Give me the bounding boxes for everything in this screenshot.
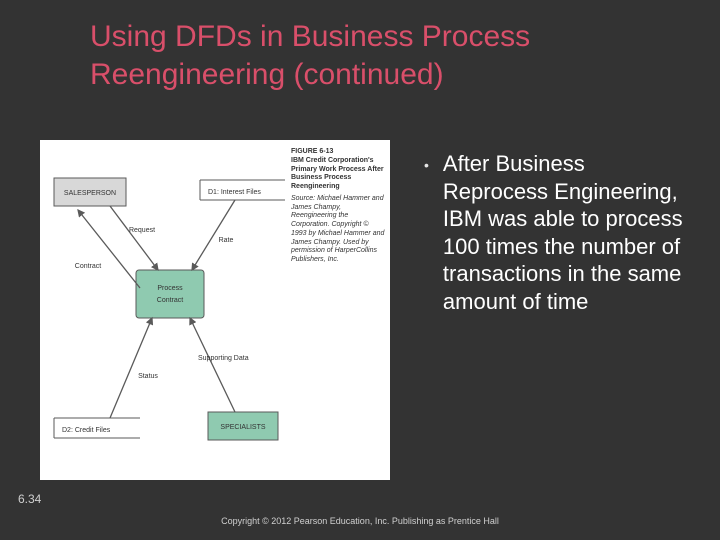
slide-title: Using DFDs in Business Process Reenginee… — [90, 18, 680, 93]
figure-title: IBM Credit Corporation's Primary Work Pr… — [291, 157, 386, 192]
datastore-d1-label: D1: Interest Files — [208, 189, 261, 196]
datastore-d2-label: D2: Credit Files — [62, 427, 111, 434]
flow-request-label: Request — [129, 227, 155, 234]
entity-specialists-label: SPECIALISTS — [220, 424, 265, 431]
flow-status-label: Status — [138, 373, 158, 380]
figure-caption: FIGURE 6-13 IBM Credit Corporation's Pri… — [291, 148, 386, 265]
flow-rate-label: Rate — [219, 237, 234, 244]
bullet-item: • After Business Reprocess Engineering, … — [424, 150, 690, 315]
figure-number: FIGURE 6-13 — [291, 148, 386, 157]
flow-rate-arrow — [192, 200, 235, 270]
flow-supporting-label: Supporting Data — [198, 355, 249, 362]
figure-panel: SALESPERSON D1: Interest Files Process C… — [40, 140, 390, 480]
flow-supporting-arrow — [190, 318, 235, 412]
diagram-column: SALESPERSON D1: Interest Files Process C… — [40, 140, 390, 480]
bullet-icon: • — [424, 158, 429, 172]
flow-contract-arrow — [78, 210, 140, 288]
flow-contract-label: Contract — [75, 263, 102, 270]
page-number: 6.34 — [18, 492, 41, 506]
entity-salesperson-label: SALESPERSON — [64, 190, 116, 197]
text-column: • After Business Reprocess Engineering, … — [390, 140, 690, 480]
copyright-text: Copyright © 2012 Pearson Education, Inc.… — [0, 516, 720, 526]
dfd-diagram: SALESPERSON D1: Interest Files Process C… — [40, 140, 292, 480]
process-contract-label-2: Contract — [157, 297, 184, 304]
content-area: SALESPERSON D1: Interest Files Process C… — [40, 140, 690, 480]
slide: Using DFDs in Business Process Reenginee… — [0, 0, 720, 540]
flow-request-arrow — [110, 206, 158, 270]
figure-source: Source: Michael Hammer and James Champy,… — [291, 195, 386, 265]
process-contract-label-1: Process — [157, 285, 183, 292]
flow-status-arrow — [110, 318, 152, 418]
process-contract — [136, 270, 204, 318]
bullet-text: After Business Reprocess Engineering, IB… — [443, 150, 690, 315]
